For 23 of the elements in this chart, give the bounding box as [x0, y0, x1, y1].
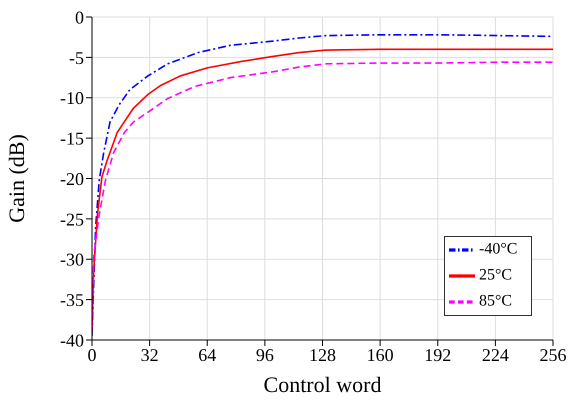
legend-label: 85°C	[479, 292, 512, 310]
y-tick-label: -25	[60, 209, 84, 230]
x-tick-label: 224	[482, 344, 509, 365]
x-tick-label: 128	[309, 344, 336, 365]
x-tick-label: 256	[540, 344, 566, 365]
x-tick-label: 192	[424, 344, 452, 365]
y-tick-label: 0	[75, 7, 84, 28]
legend-label: 25°C	[479, 266, 512, 284]
y-tick-label: -35	[60, 290, 84, 310]
x-axis-title: Control word	[264, 372, 382, 397]
y-tick-label: -40	[60, 330, 84, 350]
legend-label: -40°C	[479, 240, 518, 258]
x-tick-label: 96	[256, 344, 274, 365]
x-tick-label: 160	[366, 344, 394, 365]
y-tick-label: -10	[60, 88, 84, 108]
x-tick-label: 32	[140, 344, 159, 365]
x-tick-label: 64	[198, 344, 216, 365]
y-tick-label: -30	[60, 250, 84, 270]
x-tick-label: 0	[88, 344, 96, 365]
y-tick-label: -20	[60, 168, 84, 189]
y-tick-label: -5	[69, 48, 84, 68]
y-tick-label: -15	[60, 128, 84, 149]
y-axis-title: Gain (dB)	[4, 134, 29, 223]
